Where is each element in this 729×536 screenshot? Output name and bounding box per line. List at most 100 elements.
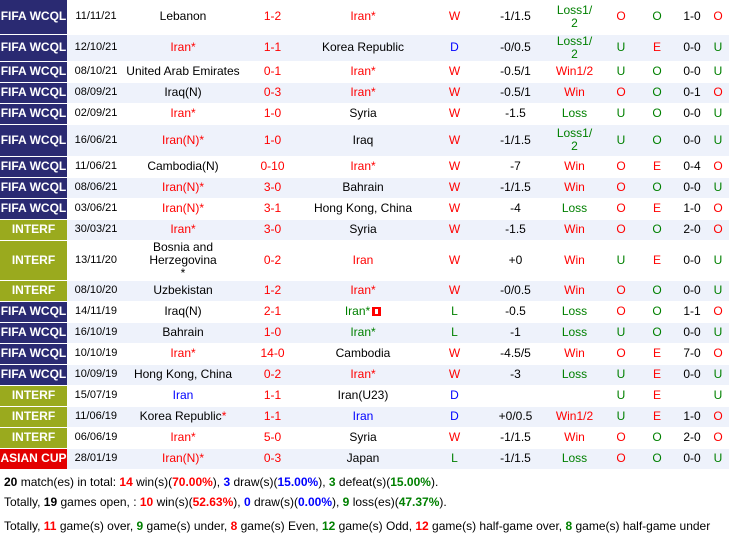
home-team[interactable]: Iran* bbox=[125, 427, 241, 449]
away-team[interactable]: Iran* bbox=[304, 280, 422, 302]
match-score[interactable]: 1-0 bbox=[241, 322, 304, 344]
match-score[interactable]: 14-0 bbox=[241, 343, 304, 365]
match-score[interactable]: 3-0 bbox=[241, 219, 304, 241]
match-league[interactable]: ASIAN CUP bbox=[0, 448, 67, 470]
handicap: -3 bbox=[487, 364, 544, 386]
home-team[interactable]: Iran(N)* bbox=[125, 177, 241, 199]
home-team[interactable]: Iran* bbox=[125, 343, 241, 365]
handicap-result: Loss bbox=[544, 322, 605, 344]
away-team[interactable]: Iran* bbox=[304, 301, 422, 323]
match-league[interactable]: INTERF bbox=[0, 427, 67, 449]
away-team[interactable]: Bahrain bbox=[304, 177, 422, 199]
match-league[interactable]: FIFA WCQL bbox=[0, 177, 67, 199]
half-time-score: 0-0 bbox=[677, 124, 707, 157]
home-team[interactable]: Iran(N)* bbox=[125, 124, 241, 157]
away-team[interactable]: Cambodia bbox=[304, 343, 422, 365]
match-score[interactable]: 3-1 bbox=[241, 198, 304, 220]
match-league[interactable]: FIFA WCQL bbox=[0, 61, 67, 83]
match-league[interactable]: FIFA WCQL bbox=[0, 34, 67, 62]
match-row: FIFA WCQL 10/10/19 Iran* 14-0 Cambodia W -4.5/… bbox=[0, 343, 729, 365]
odd-even: O bbox=[637, 448, 677, 470]
match-league[interactable]: FIFA WCQL bbox=[0, 364, 67, 386]
match-score[interactable]: 0-2 bbox=[241, 364, 304, 386]
over-under: O bbox=[605, 427, 637, 449]
handicap-result: Loss1/2 bbox=[544, 34, 605, 62]
match-league[interactable]: INTERF bbox=[0, 385, 67, 407]
match-score[interactable]: 0-2 bbox=[241, 240, 304, 281]
match-league[interactable]: FIFA WCQL bbox=[0, 82, 67, 104]
match-score[interactable]: 0-1 bbox=[241, 61, 304, 83]
away-team[interactable]: Iran* bbox=[304, 364, 422, 386]
away-team[interactable]: Iran* bbox=[304, 61, 422, 83]
match-league[interactable]: FIFA WCQL bbox=[0, 103, 67, 125]
handicap: -0.5 bbox=[487, 301, 544, 323]
match-league[interactable]: INTERF bbox=[0, 219, 67, 241]
away-team[interactable]: Iran* bbox=[304, 322, 422, 344]
away-team[interactable]: Korea Republic bbox=[304, 34, 422, 62]
away-team[interactable]: Syria bbox=[304, 219, 422, 241]
away-team[interactable]: Iran* bbox=[304, 82, 422, 104]
match-league[interactable]: INTERF bbox=[0, 406, 67, 428]
home-team[interactable]: Iraq(N) bbox=[125, 82, 241, 104]
match-row: ASIAN CUP 28/01/19 Iran(N)* 0-3 Japan L -1/1.5… bbox=[0, 448, 729, 470]
match-league[interactable]: INTERF bbox=[0, 240, 67, 281]
match-score[interactable]: 1-2 bbox=[241, 280, 304, 302]
home-team[interactable]: Bahrain bbox=[125, 322, 241, 344]
home-team[interactable]: Cambodia(N) bbox=[125, 156, 241, 178]
away-team[interactable]: Iran(U23) bbox=[304, 385, 422, 407]
over-under: O bbox=[605, 177, 637, 199]
home-team[interactable]: Iraq(N) bbox=[125, 301, 241, 323]
match-score[interactable]: 5-0 bbox=[241, 427, 304, 449]
away-team[interactable]: Japan bbox=[304, 448, 422, 470]
match-league[interactable]: FIFA WCQL bbox=[0, 156, 67, 178]
match-score[interactable]: 1-1 bbox=[241, 385, 304, 407]
home-team[interactable]: Iran(N)* bbox=[125, 448, 241, 470]
half-time-score: 0-0 bbox=[677, 177, 707, 199]
match-date: 08/09/21 bbox=[67, 82, 125, 104]
away-team[interactable]: Iran* bbox=[304, 0, 422, 35]
match-row: FIFA WCQL 03/06/21 Iran(N)* 3-1 Hong Kong, C… bbox=[0, 198, 729, 220]
handicap-result: Win bbox=[544, 427, 605, 449]
match-league[interactable]: FIFA WCQL bbox=[0, 124, 67, 157]
match-score[interactable]: 0-3 bbox=[241, 448, 304, 470]
match-score[interactable]: 1-1 bbox=[241, 406, 304, 428]
match-league[interactable]: FIFA WCQL bbox=[0, 322, 67, 344]
match-league[interactable]: FIFA WCQL bbox=[0, 0, 67, 35]
summary-line-3: Totally, 11 game(s) over, 9 game(s) unde… bbox=[4, 518, 711, 533]
home-team[interactable]: Bosnia and Herzegovina * bbox=[125, 240, 241, 281]
match-score[interactable]: 1-0 bbox=[241, 124, 304, 157]
half-time-score: 0-0 bbox=[677, 34, 707, 62]
away-team[interactable]: Iran bbox=[304, 406, 422, 428]
home-team[interactable]: Uzbekistan bbox=[125, 280, 241, 302]
match-league[interactable]: INTERF bbox=[0, 280, 67, 302]
match-score[interactable]: 1-0 bbox=[241, 103, 304, 125]
match-league[interactable]: FIFA WCQL bbox=[0, 301, 67, 323]
match-score[interactable]: 1-2 bbox=[241, 0, 304, 35]
away-team[interactable]: Syria bbox=[304, 427, 422, 449]
odd-even: O bbox=[637, 177, 677, 199]
away-team[interactable]: Hong Kong, China bbox=[304, 198, 422, 220]
away-team[interactable]: Iraq bbox=[304, 124, 422, 157]
home-team[interactable]: Hong Kong, China bbox=[125, 364, 241, 386]
odd-even: E bbox=[637, 240, 677, 281]
match-score[interactable]: 2-1 bbox=[241, 301, 304, 323]
match-score[interactable]: 3-0 bbox=[241, 177, 304, 199]
away-team[interactable]: Iran* bbox=[304, 156, 422, 178]
home-team[interactable]: Korea Republic* bbox=[125, 406, 241, 428]
home-team[interactable]: Iran* bbox=[125, 34, 241, 62]
match-league[interactable]: FIFA WCQL bbox=[0, 343, 67, 365]
match-score[interactable]: 1-1 bbox=[241, 34, 304, 62]
away-team[interactable]: Syria bbox=[304, 103, 422, 125]
match-score[interactable]: 0-10 bbox=[241, 156, 304, 178]
half-time-score: 0-0 bbox=[677, 103, 707, 125]
away-team[interactable]: Iran bbox=[304, 240, 422, 281]
home-team[interactable]: Iran* bbox=[125, 103, 241, 125]
match-league[interactable]: FIFA WCQL bbox=[0, 198, 67, 220]
home-team[interactable]: United Arab Emirates bbox=[125, 61, 241, 83]
match-score[interactable]: 0-3 bbox=[241, 82, 304, 104]
home-team[interactable]: Iran* bbox=[125, 219, 241, 241]
home-team[interactable]: Iran bbox=[125, 385, 241, 407]
home-team[interactable]: Lebanon bbox=[125, 0, 241, 35]
home-team[interactable]: Iran(N)* bbox=[125, 198, 241, 220]
over-under: O bbox=[605, 198, 637, 220]
